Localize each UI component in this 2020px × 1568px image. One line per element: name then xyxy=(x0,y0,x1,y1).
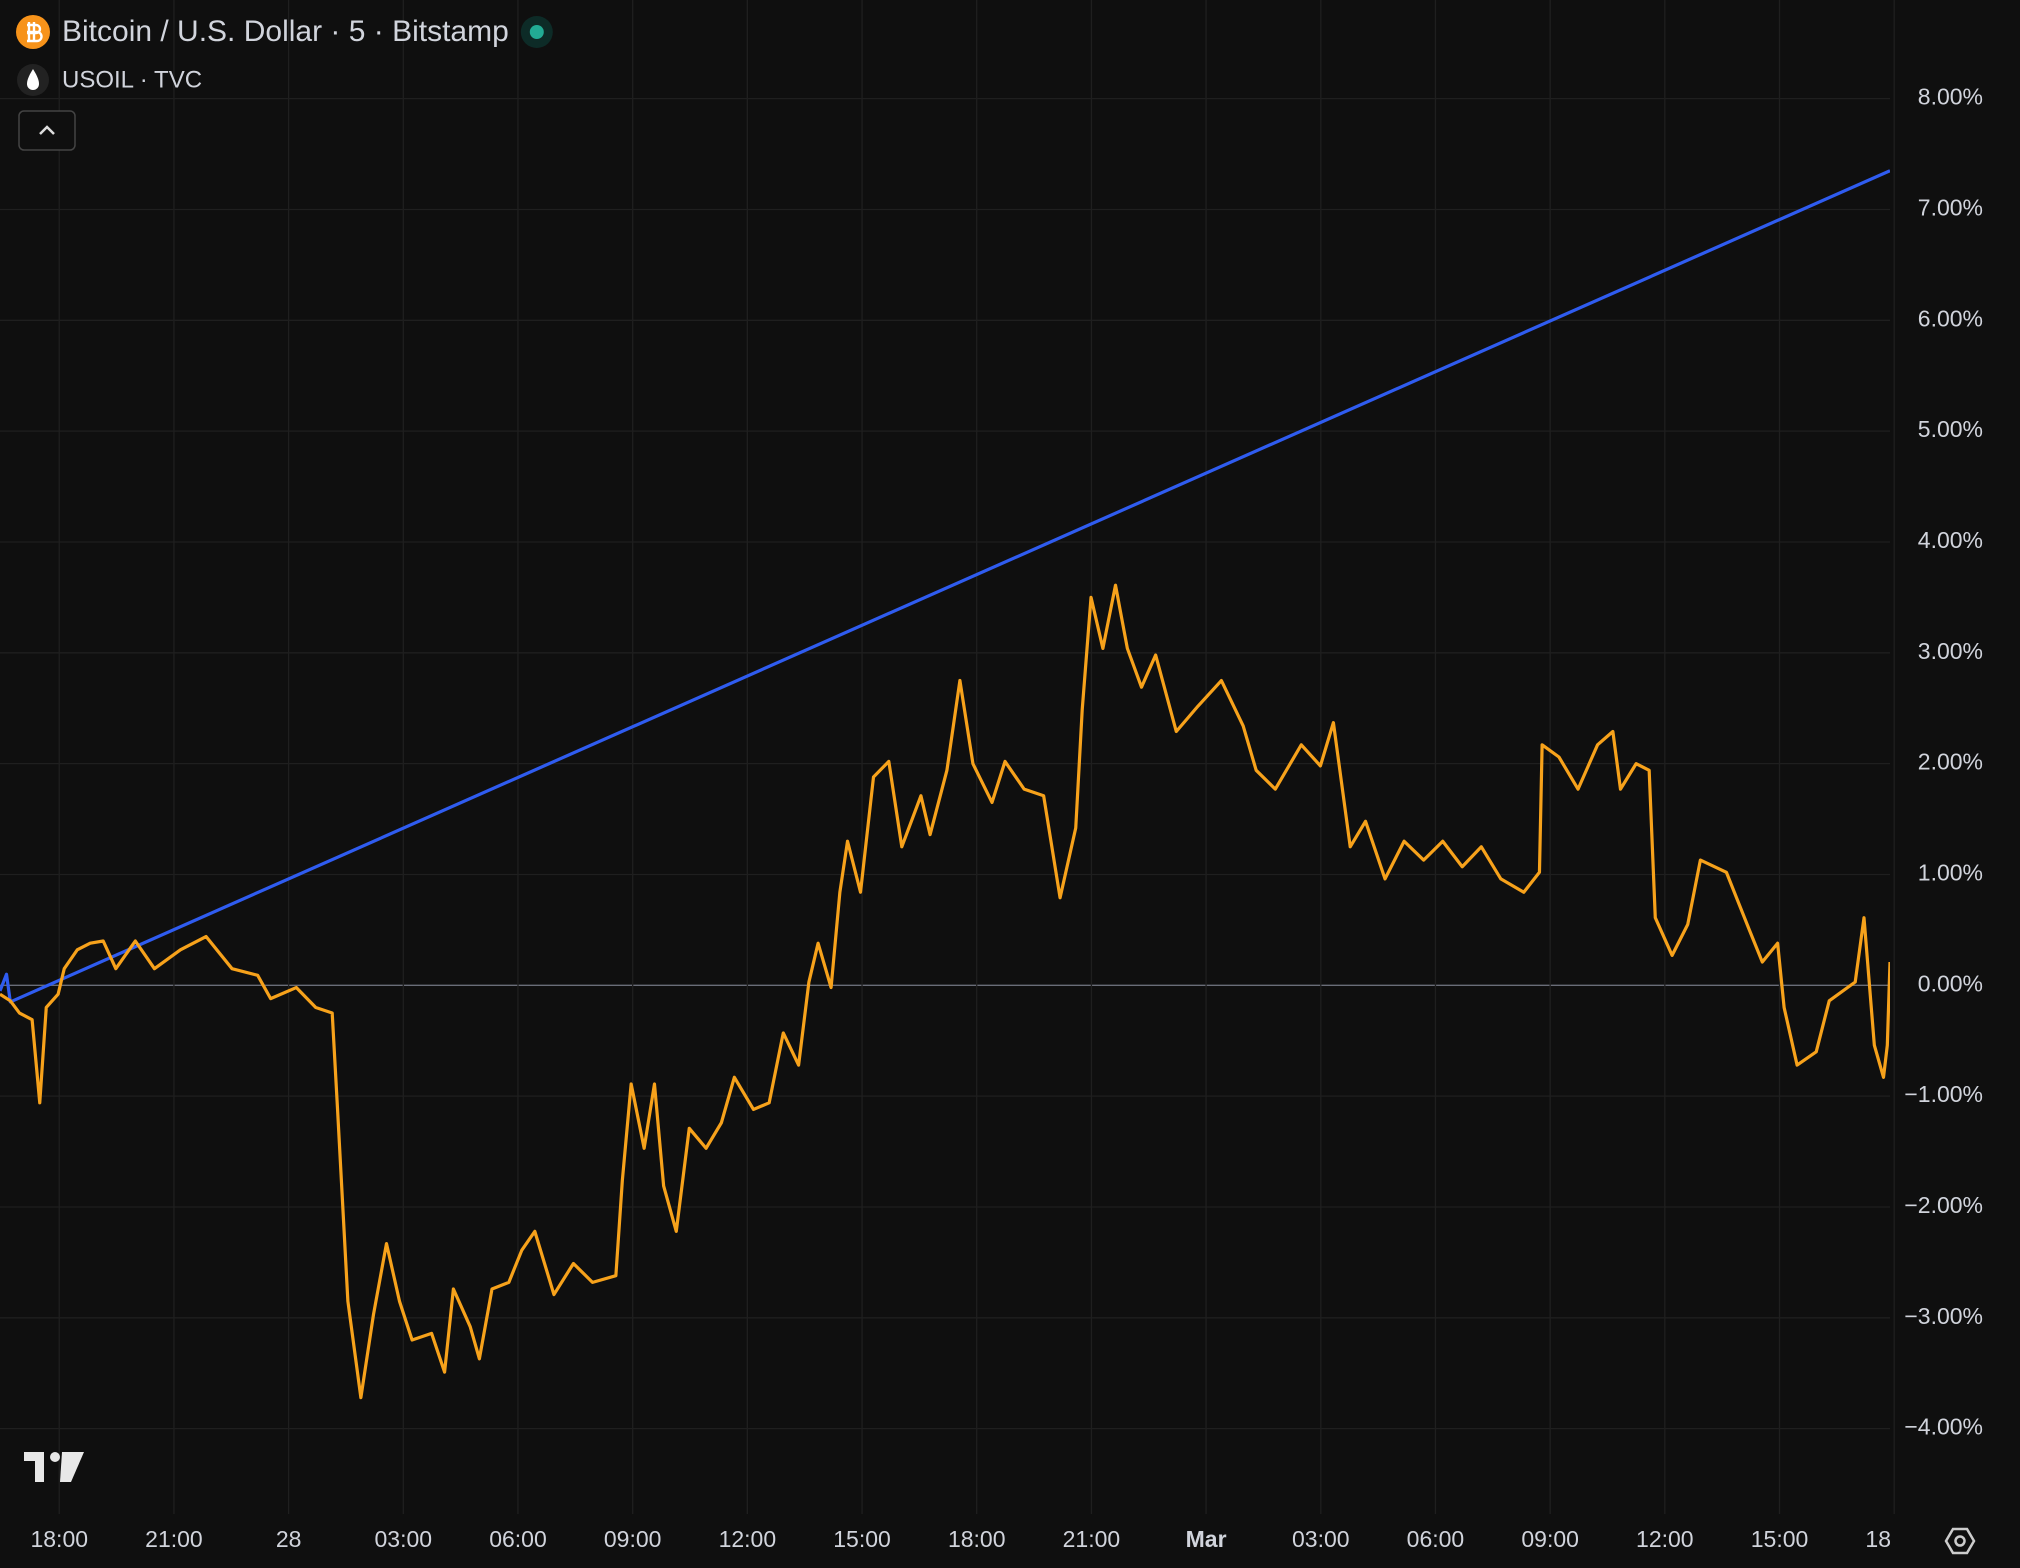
y-tick-label: 5.00% xyxy=(1918,416,1983,442)
x-tick-label: 15:00 xyxy=(1751,1526,1809,1552)
logo-part xyxy=(50,1452,60,1462)
x-tick-label: 18:00 xyxy=(1865,1526,1923,1552)
y-tick-label: −4.00% xyxy=(1904,1414,1983,1440)
y-tick-label: 3.00% xyxy=(1918,638,1983,664)
y-tick-label: 6.00% xyxy=(1918,305,1983,331)
settings-icon xyxy=(1944,1527,1976,1555)
x-tick-label: 06:00 xyxy=(489,1526,547,1552)
y-axis: 8.00% 7.00% 6.00% 5.00% 4.00% 3.00% 2.00% 1.00%… xyxy=(1904,84,1983,1440)
x-tick-label: 15:00 xyxy=(833,1526,891,1552)
x-tick-label: 18:00 xyxy=(948,1526,1006,1552)
plot-area xyxy=(0,169,1890,1400)
legend: Bitcoin / U.S. Dollar · 5 · Bitstamp USO… xyxy=(16,15,553,151)
y-tick-label: 8.00% xyxy=(1918,84,1983,110)
x-tick-label: 28 xyxy=(276,1526,302,1552)
grid xyxy=(0,0,1895,1514)
x-tick-label: 09:00 xyxy=(604,1526,662,1552)
y-tick-label: 1.00% xyxy=(1918,860,1983,886)
logo-part xyxy=(24,1452,44,1482)
series-line xyxy=(0,583,1890,1400)
x-tick-label: 03:00 xyxy=(1292,1526,1350,1552)
y-tick-label: 4.00% xyxy=(1918,527,1983,553)
y-tick-label: 2.00% xyxy=(1918,749,1983,775)
series-line xyxy=(0,169,1890,1004)
x-tick-label: 12:00 xyxy=(719,1526,777,1552)
x-axis: 18:00 21:00 28 03:00 06:00 09:00 12:00 15:00 18:… xyxy=(30,1526,1923,1552)
x-tick-label: 09:00 xyxy=(1521,1526,1579,1552)
x-tick-label: 21:00 xyxy=(1063,1526,1121,1552)
settings-icon xyxy=(1954,1535,1966,1547)
y-tick-label: 7.00% xyxy=(1918,195,1983,221)
x-tick-label: 06:00 xyxy=(1407,1526,1465,1552)
x-tick-label: 21:00 xyxy=(145,1526,203,1552)
collapse-button[interactable] xyxy=(18,110,76,151)
settings-button[interactable] xyxy=(1944,1527,1976,1555)
y-tick-label: −3.00% xyxy=(1904,1303,1983,1329)
status-dot xyxy=(529,25,544,39)
btc-glyph xyxy=(27,22,43,43)
x-tick-label: 18:00 xyxy=(30,1526,88,1552)
x-tick-label: 12:00 xyxy=(1636,1526,1694,1552)
x-tick-label: Mar xyxy=(1186,1526,1227,1552)
legend-entry: Bitcoin / U.S. Dollar · 5 · Bitstamp xyxy=(62,15,509,48)
oil-glyph xyxy=(27,69,39,90)
tv-logo xyxy=(24,1452,84,1482)
x-tick-label: 03:00 xyxy=(375,1526,433,1552)
y-tick-label: −2.00% xyxy=(1904,1192,1983,1218)
y-tick-label: 0.00% xyxy=(1918,970,1983,996)
legend-entry: USOIL · TVC xyxy=(62,66,202,93)
chevron-icon xyxy=(39,125,55,135)
y-tick-label: −1.00% xyxy=(1904,1081,1983,1107)
logo-part xyxy=(60,1452,84,1482)
